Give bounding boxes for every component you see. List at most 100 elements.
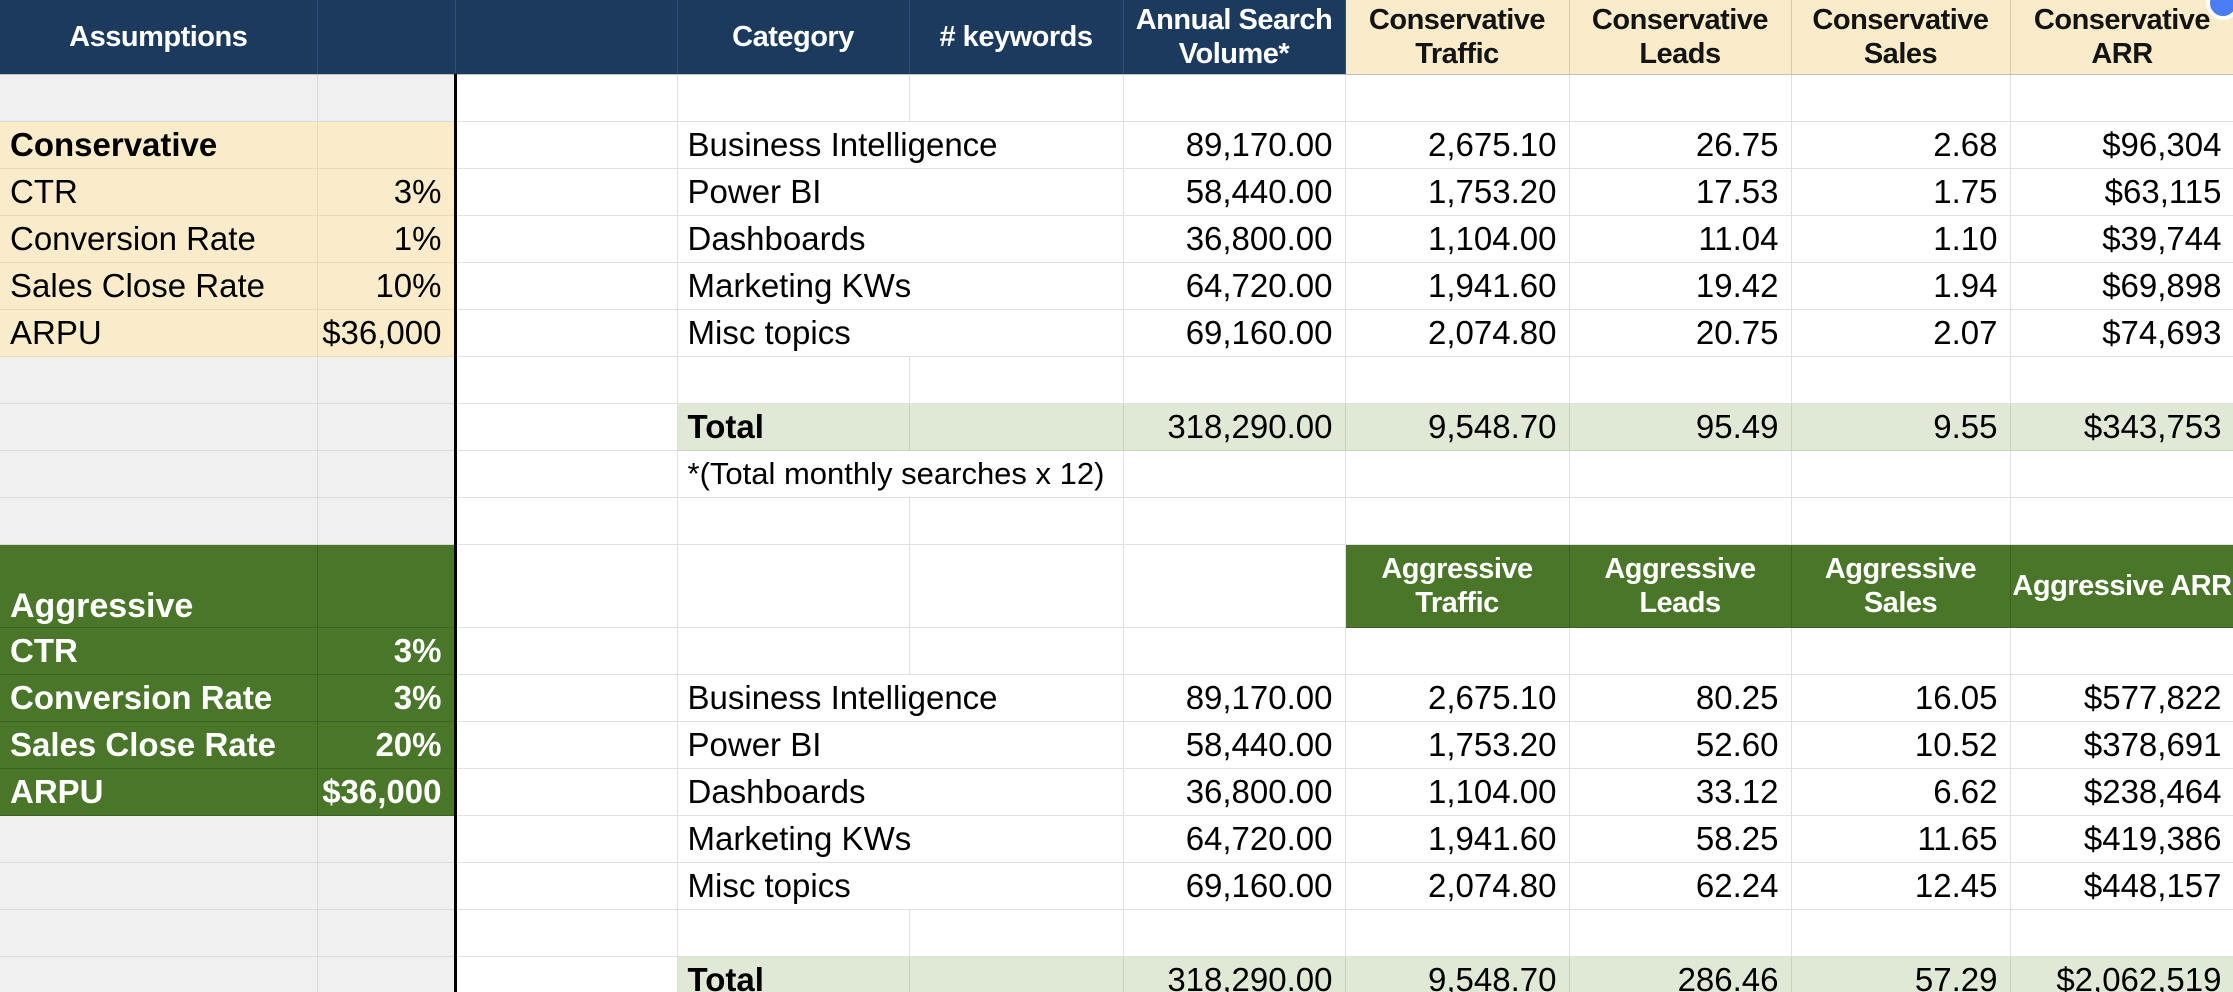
empty-cell[interactable] <box>317 497 457 545</box>
empty-cell[interactable] <box>1569 627 1792 675</box>
total-arr[interactable]: $343,753 <box>2010 403 2233 451</box>
cell-keywords[interactable] <box>909 674 1124 722</box>
cell-arr[interactable]: $96,304 <box>2010 121 2233 169</box>
conservative-leads-header-cell[interactable]: Conservative Leads <box>1569 0 1792 75</box>
empty-cell[interactable] <box>455 215 678 263</box>
empty-cell[interactable] <box>455 909 678 957</box>
empty-cell[interactable] <box>2010 627 2233 675</box>
empty-cell[interactable] <box>455 768 678 816</box>
empty-cell[interactable] <box>317 403 457 451</box>
cell-keywords[interactable] <box>909 768 1124 816</box>
cell-annual-volume[interactable]: 89,170.00 <box>1123 121 1346 169</box>
cell-keywords[interactable] <box>909 121 1124 169</box>
empty-cell[interactable] <box>2010 909 2233 957</box>
empty-cell[interactable] <box>317 909 457 957</box>
empty-cell[interactable] <box>1569 909 1792 957</box>
empty-cell[interactable] <box>317 74 457 122</box>
empty-cell[interactable] <box>317 450 457 498</box>
cell-sales[interactable]: 12.45 <box>1791 862 2011 910</box>
aggressive-sales-header-cell[interactable]: Aggressive Sales <box>1791 544 2011 628</box>
aggressive-traffic-header-cell[interactable]: Aggressive Traffic <box>1345 544 1570 628</box>
assumption-label[interactable]: CTR <box>0 627 318 675</box>
empty-cell[interactable] <box>1123 497 1346 545</box>
empty-cell[interactable] <box>455 544 678 628</box>
cell-annual-volume[interactable]: 69,160.00 <box>1123 862 1346 910</box>
empty-cell[interactable] <box>1791 497 2011 545</box>
cell-category[interactable]: Marketing KWs <box>677 262 911 310</box>
empty-cell[interactable] <box>0 403 318 451</box>
empty-cell[interactable] <box>317 544 457 628</box>
cell-category[interactable]: Marketing KWs <box>677 815 911 863</box>
conservative-arr-header-cell[interactable]: Conservative ARR <box>2010 0 2233 75</box>
cell-category[interactable]: Misc topics <box>677 862 909 910</box>
cell-leads[interactable]: 19.42 <box>1569 262 1792 310</box>
empty-cell[interactable] <box>317 862 457 910</box>
total-annual-volume[interactable]: 318,290.00 <box>1123 403 1346 451</box>
aggressive-section-label[interactable]: Aggressive <box>0 544 318 628</box>
assumption-value[interactable]: 10% <box>317 262 457 310</box>
cell-traffic[interactable]: 2,074.80 <box>1345 309 1570 357</box>
conservative-section-label[interactable]: Conservative <box>0 121 318 169</box>
cell-annual-volume[interactable]: 64,720.00 <box>1123 262 1346 310</box>
empty-cell[interactable] <box>455 721 678 769</box>
cell-sales[interactable]: 1.10 <box>1791 215 2011 263</box>
total-traffic[interactable]: 9,548.70 <box>1345 956 1570 992</box>
empty-cell[interactable] <box>677 544 910 628</box>
cell-sales[interactable]: 1.94 <box>1791 262 2011 310</box>
cell-leads[interactable]: 20.75 <box>1569 309 1792 357</box>
cell-arr[interactable]: $63,115 <box>2010 168 2233 216</box>
empty-cell[interactable] <box>455 674 678 722</box>
cell-category[interactable]: Dashboards <box>677 768 909 816</box>
empty-cell[interactable] <box>909 403 1124 451</box>
cell-category[interactable]: Misc topics <box>677 309 909 357</box>
empty-cell[interactable] <box>455 956 678 992</box>
cell-traffic[interactable]: 1,104.00 <box>1345 768 1570 816</box>
cell-sales[interactable]: 2.68 <box>1791 121 2011 169</box>
empty-cell[interactable] <box>1345 627 1570 675</box>
cell-annual-volume[interactable]: 69,160.00 <box>1123 309 1346 357</box>
assumption-value[interactable]: 20% <box>317 721 457 769</box>
empty-cell[interactable] <box>677 356 910 404</box>
empty-cell[interactable] <box>455 450 678 498</box>
cell-annual-volume[interactable]: 64,720.00 <box>1123 815 1346 863</box>
cell-category[interactable]: Business Intelligence <box>677 121 998 169</box>
keywords-header-cell[interactable]: # keywords <box>909 0 1124 75</box>
empty-cell[interactable] <box>1345 450 1570 498</box>
empty-cell[interactable] <box>1791 74 2011 122</box>
total-sales[interactable]: 57.29 <box>1791 956 2011 992</box>
empty-cell[interactable] <box>2010 497 2233 545</box>
cell-traffic[interactable]: 2,675.10 <box>1345 674 1570 722</box>
cell-arr[interactable]: $74,693 <box>2010 309 2233 357</box>
empty-cell[interactable] <box>455 497 678 545</box>
empty-cell[interactable] <box>2010 74 2233 122</box>
cell-keywords[interactable] <box>909 262 1124 310</box>
assumption-value[interactable]: 3% <box>317 627 457 675</box>
empty-cell[interactable] <box>1123 74 1346 122</box>
assumption-label[interactable]: ARPU <box>0 768 318 816</box>
cell-leads[interactable]: 33.12 <box>1569 768 1792 816</box>
cell-traffic[interactable]: 1,104.00 <box>1345 215 1570 263</box>
cell-annual-volume[interactable]: 58,440.00 <box>1123 168 1346 216</box>
empty-cell[interactable] <box>1123 627 1346 675</box>
cell-sales[interactable]: 6.62 <box>1791 768 2011 816</box>
empty-cell[interactable] <box>0 909 318 957</box>
empty-cell[interactable] <box>1123 450 1346 498</box>
footnote-cell[interactable]: *(Total monthly searches x 12) <box>677 450 1104 498</box>
empty-cell[interactable] <box>1569 74 1792 122</box>
empty-cell[interactable] <box>1123 544 1346 628</box>
total-label-cell[interactable]: Total <box>677 403 910 451</box>
empty-cell[interactable] <box>317 956 457 992</box>
cell-leads[interactable]: 11.04 <box>1569 215 1792 263</box>
empty-cell[interactable] <box>1791 450 2011 498</box>
empty-cell[interactable] <box>455 309 678 357</box>
empty-cell[interactable] <box>455 403 678 451</box>
cell-leads[interactable]: 62.24 <box>1569 862 1792 910</box>
cell-keywords[interactable] <box>909 168 1124 216</box>
cell-sales[interactable]: 11.65 <box>1791 815 2011 863</box>
total-label-cell[interactable]: Total <box>677 956 910 992</box>
cell-leads[interactable]: 26.75 <box>1569 121 1792 169</box>
total-arr[interactable]: $2,062,519 <box>2010 956 2233 992</box>
empty-cell[interactable] <box>1569 356 1792 404</box>
cell-keywords[interactable] <box>909 815 1124 863</box>
empty-cell[interactable] <box>317 815 457 863</box>
